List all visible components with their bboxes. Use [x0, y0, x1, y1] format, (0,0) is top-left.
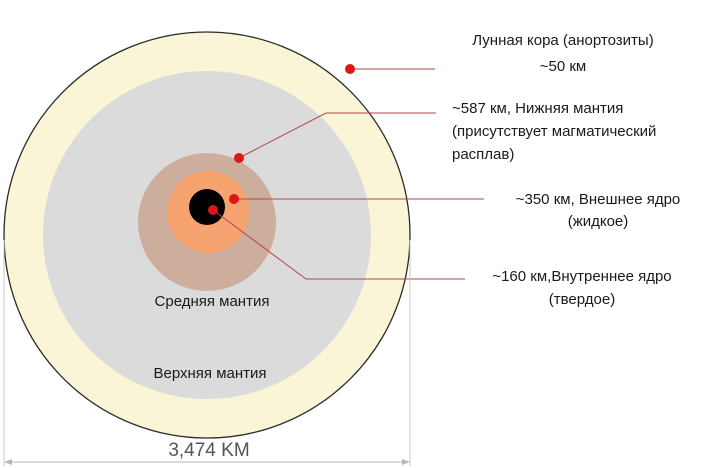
- inner-core-layer: [189, 189, 225, 225]
- crust-label-line1: Лунная кора (анортозиты): [472, 32, 653, 49]
- inner-core-label-line2: (твердое): [549, 291, 615, 308]
- upper-mantle-label: Верхняя мантия: [153, 365, 266, 382]
- lower-mantle-marker: [234, 153, 244, 163]
- diameter-label: 3,474 KM: [168, 440, 249, 461]
- diameter-arrow-left: [4, 459, 12, 465]
- outer-core-label-line1: ~350 км, Внешнее ядро: [516, 191, 681, 208]
- inner-core-label-line1: ~160 км,Внутреннее ядро: [492, 268, 671, 285]
- middle-mantle-label: Средняя мантия: [155, 293, 270, 310]
- outer-core-label-line2: (жидкое): [568, 213, 629, 230]
- outer-core-marker: [229, 194, 239, 204]
- crust-marker: [345, 64, 355, 74]
- lower-mantle-leader-line: [238, 112, 436, 159]
- lower-mantle-label-line2: (присутствует магматический: [452, 123, 656, 140]
- diameter-arrow-right: [402, 459, 410, 465]
- lower-mantle-label-line3: расплав): [452, 146, 514, 163]
- inner-core-marker: [208, 205, 218, 215]
- inner-core-leader-line: [212, 209, 465, 280]
- crust-label-line2: ~50 км: [540, 58, 587, 75]
- lower-mantle-label-line1: ~587 км, Нижняя мантия: [452, 100, 623, 117]
